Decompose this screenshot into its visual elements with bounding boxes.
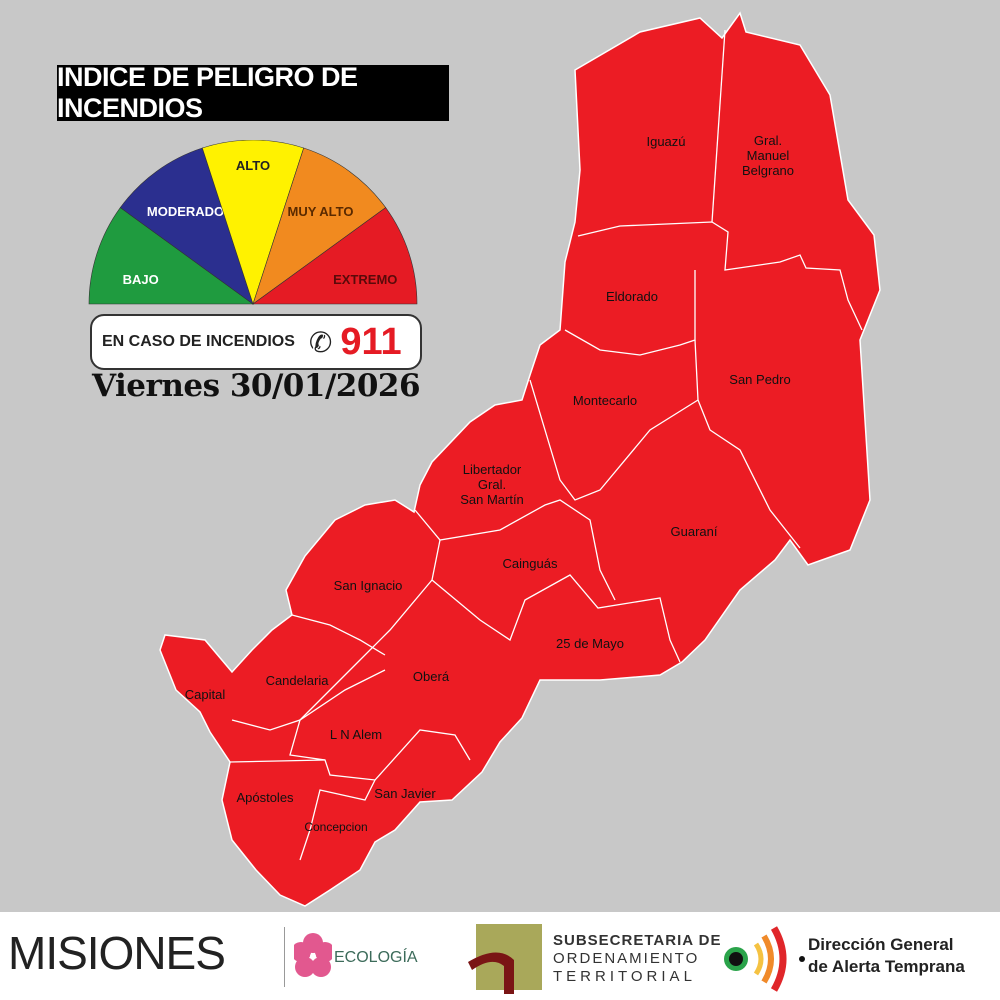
label-line: San Martín <box>460 492 524 507</box>
index-title: INDICE DE PELIGRO DE INCENDIOS <box>57 62 449 123</box>
gauge-label: MODERADO <box>147 204 224 219</box>
gauge-slice-extremo <box>252 207 418 305</box>
gauge-slice-alto <box>201 140 305 305</box>
label-line: Gral. <box>477 477 507 492</box>
logo-line: Dirección General <box>808 935 954 954</box>
label-obera: Oberá <box>412 669 450 684</box>
report-date: Viernes 30/01/2026 <box>92 368 421 404</box>
gauge-label: BAJO <box>123 272 159 287</box>
flower-icon <box>294 933 332 977</box>
subsecretaria-logo: SUBSECRETARIA DE ORDENAMIENTO TERRITORIA… <box>553 932 722 986</box>
label-line: Gral. <box>753 133 783 148</box>
gauge-slice-moderado <box>119 147 254 305</box>
label-san-javier: San Javier <box>374 786 436 801</box>
divider <box>284 927 285 987</box>
alerta-temprana-logo: Dirección General de Alerta Temprana <box>808 934 965 978</box>
label-montecarlo: Montecarlo <box>572 393 638 408</box>
emergency-call-box: EN CASO DE INCENDIOS ✆ 911 <box>90 314 422 370</box>
label-cainguas: Cainguás <box>502 556 558 571</box>
footer-logos: MISIONES ECOLOGÍA SUBSECRETARIA DE ORDEN… <box>0 912 1000 1000</box>
gauge-slice-bajo <box>88 207 254 305</box>
label-25-de-mayo: 25 de Mayo <box>556 636 624 651</box>
emergency-number: 911 <box>340 320 402 363</box>
department-borders <box>229 29 863 861</box>
gauge-label: MUY ALTO <box>287 204 353 219</box>
label-apostoles: Apóstoles <box>236 790 294 805</box>
gauge-slice-muy-alto <box>252 147 387 305</box>
emergency-text: EN CASO DE INCENDIOS <box>102 333 295 350</box>
phone-icon: ✆ <box>308 326 333 358</box>
label-eldorado: Eldorado <box>605 289 659 304</box>
province-outline <box>159 11 881 907</box>
alert-signal-icon <box>724 926 805 992</box>
logo-line: de Alerta Temprana <box>808 957 965 976</box>
logo-line: ORDENAMIENTO <box>553 950 700 967</box>
label-concepcion: Concepcion <box>304 820 368 834</box>
label-belgrano: Gral. Manuel Belgrano <box>742 133 794 178</box>
fire-danger-gauge: BAJO MODERADO ALTO MUY ALTO EXTREMO <box>88 140 418 305</box>
gauge-label: ALTO <box>236 158 270 173</box>
label-guarani: Guaraní <box>670 524 718 539</box>
logo-line: SUBSECRETARIA DE <box>553 932 722 949</box>
label-line: Libertador <box>462 462 522 477</box>
label-line: Manuel <box>746 148 790 163</box>
label-lgsm: Libertador Gral. San Martín <box>460 462 524 507</box>
label-alem: L N Alem <box>329 727 383 742</box>
label-line: Belgrano <box>741 163 795 178</box>
label-san-pedro: San Pedro <box>729 372 791 387</box>
label-capital: Capital <box>184 687 226 702</box>
gauge-label: EXTREMO <box>333 272 397 287</box>
territorial-logo-icon <box>468 924 542 994</box>
label-candelaria: Candelaria <box>265 673 329 688</box>
ecologia-logo: ECOLOGÍA <box>334 949 418 966</box>
label-iguazu: Iguazú <box>646 134 686 149</box>
label-san-ignacio: San Ignacio <box>333 578 403 593</box>
misiones-logo: MISIONES <box>8 927 226 979</box>
logo-line: TERRITORIAL <box>553 968 696 985</box>
